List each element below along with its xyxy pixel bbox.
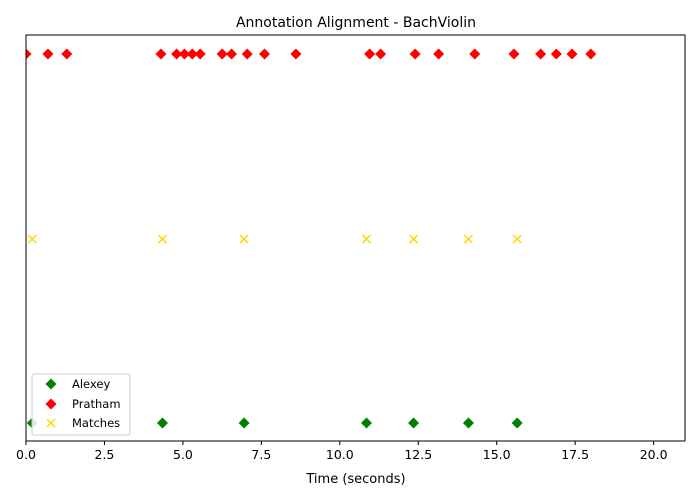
pratham-point bbox=[61, 48, 73, 60]
alexey-point bbox=[408, 417, 420, 429]
chart-title: Annotation Alignment - BachViolin bbox=[236, 15, 476, 31]
pratham-point bbox=[258, 48, 270, 60]
pratham-point bbox=[550, 48, 562, 60]
matches-point bbox=[409, 234, 419, 244]
pratham-point bbox=[375, 48, 387, 60]
legend-marker-alexey bbox=[45, 378, 57, 390]
pratham-point bbox=[194, 48, 206, 60]
x-tick-label: 15.0 bbox=[483, 447, 511, 462]
pratham-point bbox=[566, 48, 578, 60]
pratham-point bbox=[433, 48, 445, 60]
pratham-point bbox=[535, 48, 547, 60]
x-tick-label: 7.5 bbox=[251, 447, 271, 462]
pratham-point bbox=[585, 48, 597, 60]
legend-label-matches: Matches bbox=[72, 416, 120, 430]
pratham-point bbox=[171, 48, 183, 60]
legend-marker-pratham bbox=[45, 398, 57, 410]
x-axis: 0.0 2.5 5.0 7.5 10.0 12.5 15.0 17.5 20.0 bbox=[16, 441, 668, 462]
matches-point bbox=[512, 234, 522, 244]
legend-marker-matches bbox=[46, 418, 56, 428]
pratham-point bbox=[508, 48, 520, 60]
x-tick-label: 2.5 bbox=[95, 447, 115, 462]
pratham-point bbox=[26, 48, 32, 60]
legend-label-pratham: Pratham bbox=[72, 397, 121, 411]
legend: Alexey Pratham Matches bbox=[31, 373, 131, 436]
matches-point bbox=[463, 234, 474, 244]
plot-marks bbox=[26, 48, 597, 429]
plot-area-frame bbox=[25, 34, 686, 442]
matches-point bbox=[239, 234, 249, 244]
alexey-point bbox=[462, 417, 474, 429]
x-tick-label: 5.0 bbox=[173, 447, 193, 462]
pratham-point bbox=[364, 48, 376, 60]
pratham-point bbox=[226, 48, 238, 60]
pratham-point bbox=[290, 48, 302, 60]
pratham-point bbox=[155, 48, 167, 60]
x-tick-label: 20.0 bbox=[640, 447, 668, 462]
x-axis-label: Time (seconds) bbox=[305, 472, 405, 487]
pratham-point bbox=[42, 48, 54, 60]
alexey-point bbox=[157, 417, 169, 429]
pratham-point bbox=[216, 48, 228, 60]
pratham-point bbox=[409, 48, 421, 60]
matches-point bbox=[361, 234, 372, 244]
pratham-point bbox=[241, 48, 253, 60]
legend-label-alexey: Alexey bbox=[72, 377, 110, 391]
alexey-point bbox=[360, 417, 372, 429]
matches-point bbox=[157, 234, 168, 244]
alexey-point bbox=[511, 417, 523, 429]
pratham-point bbox=[469, 48, 481, 60]
x-tick-label: 10.0 bbox=[326, 447, 354, 462]
x-tick-label: 12.5 bbox=[404, 447, 432, 462]
pratham-point bbox=[186, 48, 198, 60]
x-tick-label: 17.5 bbox=[561, 447, 589, 462]
x-tick-label: 0.0 bbox=[16, 447, 36, 462]
legend-box bbox=[31, 373, 131, 436]
alexey-point bbox=[238, 417, 250, 429]
matches-point bbox=[27, 234, 37, 244]
pratham-point bbox=[178, 48, 190, 60]
